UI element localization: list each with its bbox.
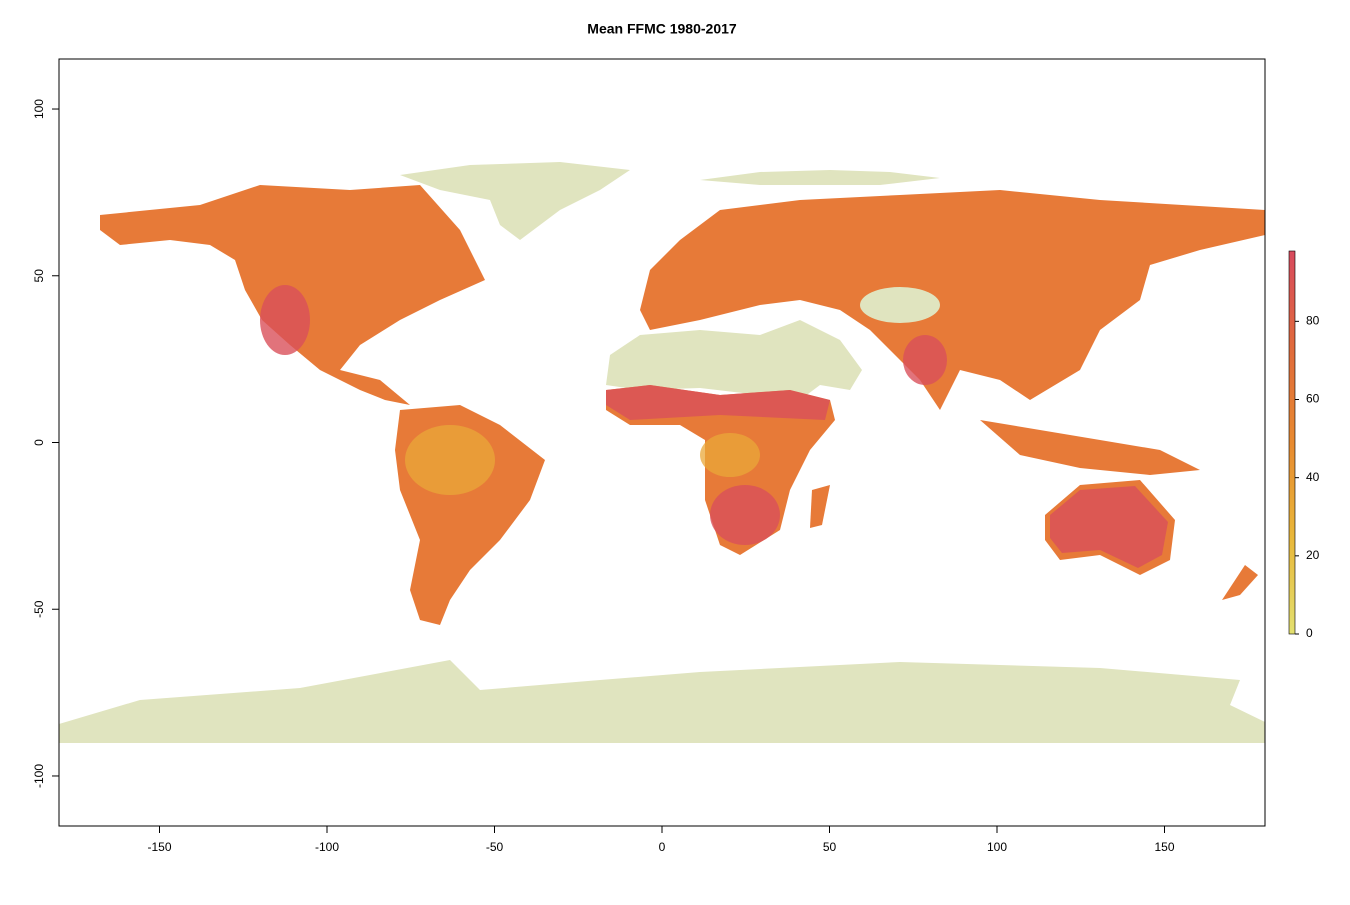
land-values xyxy=(100,185,1265,625)
y-tick-label: -100 xyxy=(32,764,46,788)
x-tick-label: -150 xyxy=(147,840,171,854)
colorbar-tick-label: 80 xyxy=(1306,314,1320,328)
no-data-land xyxy=(860,287,940,323)
colorbar-tick-label: 40 xyxy=(1306,470,1320,484)
x-tick-label: 150 xyxy=(1154,840,1174,854)
chart-title: Mean FFMC 1980-2017 xyxy=(587,21,737,37)
y-tick-label: -50 xyxy=(32,600,46,618)
y-tick-label: 50 xyxy=(32,269,46,283)
map xyxy=(59,162,1265,743)
x-tick-label: -50 xyxy=(486,840,504,854)
colorbar-tick-label: 0 xyxy=(1306,626,1313,640)
no-data-land xyxy=(59,162,1265,743)
colorbar xyxy=(1288,250,1296,635)
x-tick-label: 0 xyxy=(659,840,666,854)
y-tick-label: 100 xyxy=(32,99,46,119)
y-tick-label: 0 xyxy=(32,439,46,446)
x-tick-label: -100 xyxy=(315,840,339,854)
x-tick-label: 100 xyxy=(987,840,1007,854)
colorbar-tick-label: 60 xyxy=(1306,392,1320,406)
colorbar-tick-label: 20 xyxy=(1306,548,1320,562)
x-tick-label: 50 xyxy=(823,840,837,854)
